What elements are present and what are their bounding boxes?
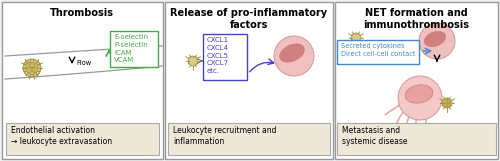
- Circle shape: [30, 62, 35, 67]
- Circle shape: [447, 103, 451, 107]
- Text: Thrombosis: Thrombosis: [50, 8, 114, 18]
- Text: CXCL1
CXCL4
CXCL5
CXCL7
etc.: CXCL1 CXCL4 CXCL5 CXCL7 etc.: [207, 37, 229, 74]
- FancyBboxPatch shape: [110, 31, 158, 67]
- FancyBboxPatch shape: [2, 2, 163, 159]
- FancyBboxPatch shape: [337, 123, 496, 155]
- Circle shape: [351, 33, 361, 43]
- Ellipse shape: [280, 44, 304, 62]
- Circle shape: [444, 103, 450, 108]
- FancyBboxPatch shape: [165, 2, 333, 159]
- Circle shape: [447, 99, 451, 103]
- Text: Flow: Flow: [76, 60, 91, 66]
- FancyBboxPatch shape: [335, 2, 498, 159]
- Text: Secreted cytokines
Direct cell-cell contact: Secreted cytokines Direct cell-cell cont…: [341, 43, 415, 57]
- FancyBboxPatch shape: [203, 34, 247, 80]
- Circle shape: [32, 63, 38, 69]
- Circle shape: [398, 76, 442, 120]
- Text: Endothelial activation
→ leukocyte extravasation: Endothelial activation → leukocyte extra…: [11, 126, 112, 147]
- Text: NET formation and
immunothrombosis: NET formation and immunothrombosis: [363, 8, 469, 30]
- Circle shape: [442, 98, 452, 108]
- Circle shape: [32, 67, 38, 72]
- Circle shape: [26, 62, 32, 70]
- Circle shape: [419, 23, 455, 59]
- Text: E-selectin
P-selectin
ICAM
VCAM: E-selectin P-selectin ICAM VCAM: [114, 34, 148, 63]
- FancyBboxPatch shape: [168, 123, 330, 155]
- Text: Metastasis and
systemic disease: Metastasis and systemic disease: [342, 126, 407, 147]
- Text: Leukocyte recruitment and
inflammation: Leukocyte recruitment and inflammation: [173, 126, 277, 147]
- FancyBboxPatch shape: [6, 123, 159, 155]
- Circle shape: [442, 99, 448, 104]
- Circle shape: [23, 59, 41, 77]
- FancyBboxPatch shape: [337, 40, 419, 64]
- Circle shape: [26, 67, 32, 72]
- Circle shape: [274, 36, 314, 76]
- Ellipse shape: [424, 31, 446, 47]
- Circle shape: [188, 56, 198, 66]
- Text: Release of pro-inflammatory
factors: Release of pro-inflammatory factors: [170, 8, 328, 30]
- Circle shape: [28, 67, 35, 75]
- Ellipse shape: [405, 85, 433, 103]
